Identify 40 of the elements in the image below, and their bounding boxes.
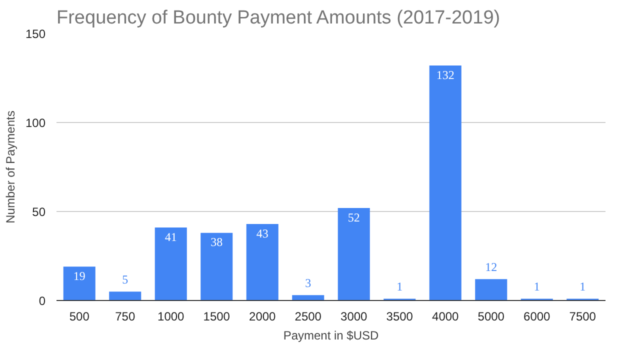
data-label: 38 (210, 235, 223, 250)
data-label: 19 (73, 269, 86, 284)
bar (200, 232, 233, 300)
data-label: 132 (436, 68, 454, 82)
x-tick-label: 3500 (386, 310, 414, 324)
x-tick-label: 1000 (158, 310, 185, 324)
x-tick-label: 3000 (340, 310, 368, 324)
bar (246, 224, 278, 300)
x-tick-label: 7500 (569, 310, 596, 324)
bar (338, 208, 370, 300)
chart-title: Frequency of Bounty Payment Amounts (2017-2019) (56, 8, 500, 28)
data-label: 43 (256, 226, 268, 240)
x-tick-label: 6000 (524, 310, 551, 324)
bar (292, 295, 324, 300)
data-label: 1 (396, 280, 403, 294)
y-tick-label: 50 (32, 205, 46, 219)
data-label: 1 (534, 280, 540, 294)
bar (475, 279, 508, 300)
data-label: 5 (122, 272, 128, 287)
x-tick-label: 5000 (478, 310, 505, 324)
x-tick-label: 4000 (432, 310, 460, 324)
data-label: 12 (485, 260, 498, 274)
y-tick-label: 100 (25, 116, 46, 130)
x-tick-label: 2500 (294, 310, 322, 324)
data-label: 41 (164, 230, 177, 244)
x-tick-label: 500 (69, 310, 90, 324)
data-label: 52 (348, 210, 360, 224)
x-tick-label: 2000 (249, 310, 276, 324)
bar (429, 66, 462, 300)
data-label: 3 (305, 276, 312, 290)
bar (63, 266, 96, 300)
x-tick-label: 1500 (203, 310, 230, 324)
data-label: 1 (580, 280, 586, 294)
y-axis-title: Number of Payments (3, 110, 18, 224)
y-tick-label: 150 (25, 27, 46, 41)
x-tick-label: 750 (115, 310, 136, 324)
bar (109, 292, 142, 300)
bar (154, 228, 187, 300)
x-axis-title: Payment in $USD (283, 328, 380, 342)
y-tick-label: 0 (38, 294, 46, 308)
